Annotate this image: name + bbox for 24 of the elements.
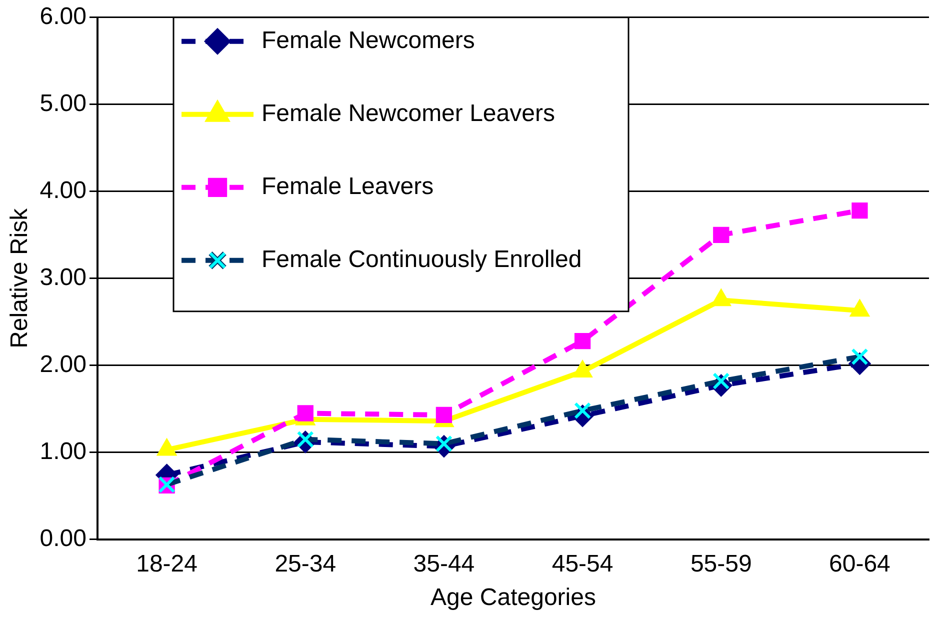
- x-tick-label: 55-59: [690, 550, 752, 578]
- point: [436, 406, 452, 424]
- y-tick-label: 3.00: [40, 264, 87, 292]
- x-tick-label: 18-24: [136, 550, 198, 578]
- y-tick-label: 6.00: [40, 3, 87, 30]
- x-tick-label: 45-54: [552, 550, 614, 578]
- point: [713, 226, 730, 243]
- point: [297, 405, 314, 422]
- y-tick-label: 4.00: [40, 177, 87, 204]
- x-tick-label: 25-34: [274, 550, 336, 578]
- y-axis-title: Relative Risk: [6, 207, 34, 348]
- point: [852, 202, 868, 219]
- y-tick-label: 2.00: [40, 351, 87, 378]
- x-axis-title: Age Categories: [430, 584, 596, 612]
- legend-label: Female Newcomer Leavers: [262, 100, 555, 128]
- point: [574, 332, 591, 350]
- legend-label: Female Leavers: [262, 173, 434, 200]
- y-tick-label: 1.00: [40, 438, 87, 466]
- x-tick-label: 35-44: [413, 550, 475, 578]
- y-tick-label: 5.00: [40, 90, 87, 118]
- x-tick-label: 60-64: [829, 550, 890, 578]
- legend-label: Female Continuously Enrolled: [262, 246, 582, 274]
- y-tick-label: 0.00: [40, 525, 87, 552]
- legend-label: Female Newcomers: [262, 27, 475, 54]
